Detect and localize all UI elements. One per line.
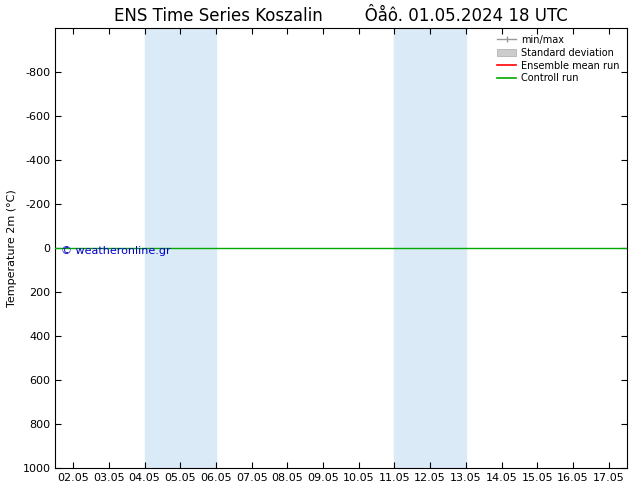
Bar	[145, 28, 216, 468]
Bar	[394, 28, 466, 468]
Title: ENS Time Series Koszalin        Ôåô. 01.05.2024 18 UTC: ENS Time Series Koszalin Ôåô. 01.05.2024…	[114, 7, 568, 25]
Legend: min/max, Standard deviation, Ensemble mean run, Controll run: min/max, Standard deviation, Ensemble me…	[493, 31, 624, 87]
Y-axis label: Temperature 2m (°C): Temperature 2m (°C)	[7, 189, 17, 307]
Text: © weatheronline.gr: © weatheronline.gr	[61, 246, 171, 256]
